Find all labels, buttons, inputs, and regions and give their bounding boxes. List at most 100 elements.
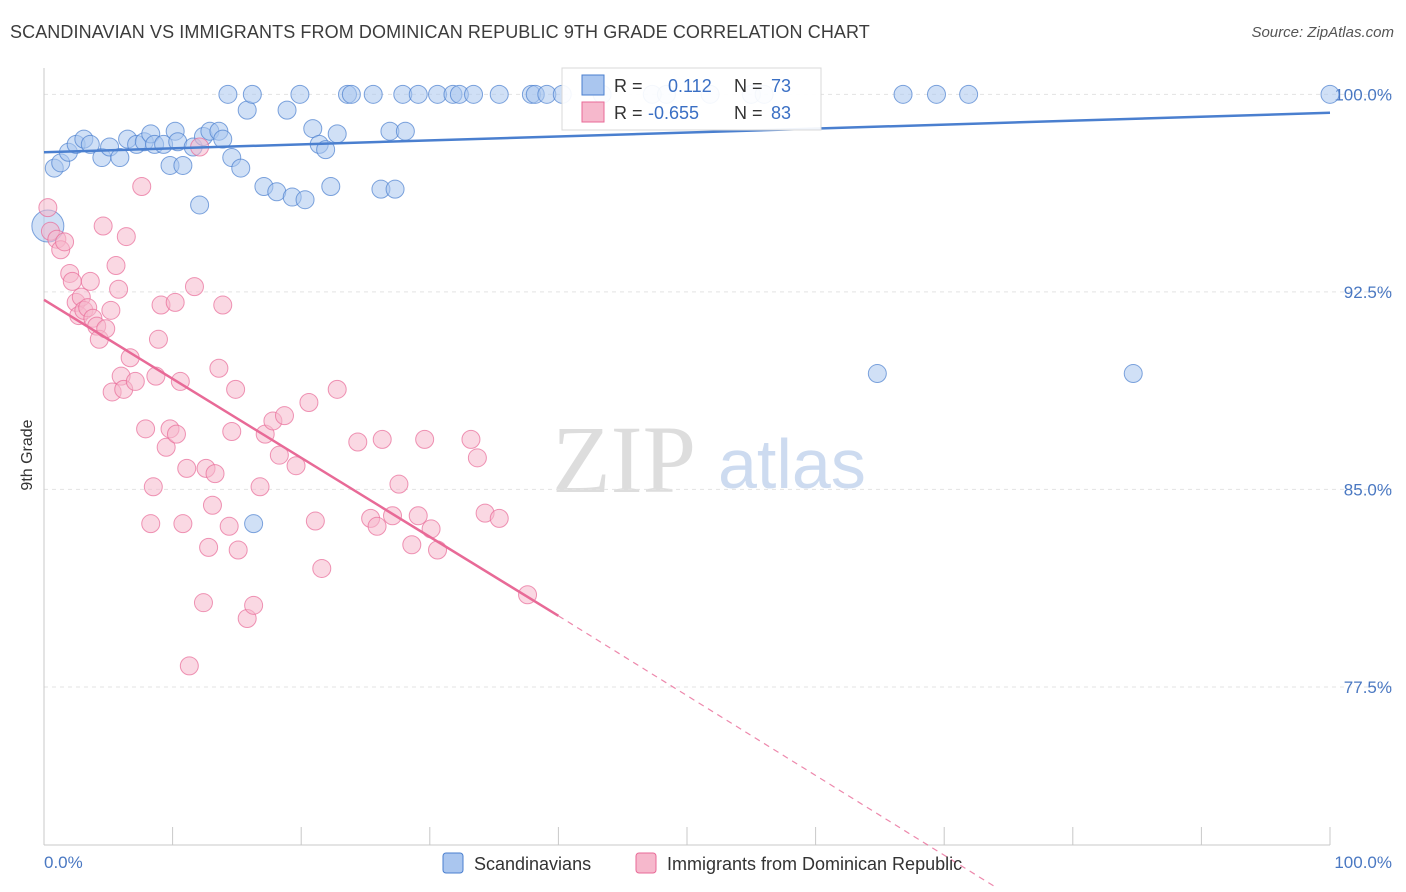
legend-label-scandinavians: Scandinavians: [474, 854, 591, 874]
point-dominican: [177, 458, 197, 478]
point-dominican: [205, 464, 225, 484]
legend-swatch-dominican: [635, 852, 657, 874]
point-scandinavian: [290, 84, 310, 104]
point-dominican: [166, 424, 186, 444]
trend-lines: [43, 111, 1331, 888]
y-tick-labels: 100.0% 92.5% 85.0% 77.5%: [1334, 85, 1392, 697]
point-dominican: [228, 540, 248, 560]
watermark-zip: ZIP: [552, 406, 696, 513]
x-ticks: [43, 827, 1331, 845]
trend-line-scandinavian: [43, 111, 1331, 154]
point-dominican: [389, 474, 409, 494]
point-scandinavian: [959, 84, 979, 104]
point-dominican: [193, 593, 213, 613]
watermark: ZIP atlas: [552, 406, 866, 513]
point-dominican: [173, 514, 193, 534]
point-dominican: [408, 506, 428, 526]
y-tick-label: 77.5%: [1344, 678, 1392, 697]
point-dominican: [226, 379, 246, 399]
y-axis-title: 9th Grade: [19, 419, 36, 490]
point-dominican: [109, 279, 129, 299]
stats-r-value-2: -0.655: [648, 103, 699, 123]
point-scandinavian: [213, 129, 233, 149]
stats-swatch-blue: [581, 74, 605, 96]
point-dominican: [125, 371, 145, 391]
point-scandinavian: [277, 100, 297, 120]
point-scandinavian: [110, 148, 130, 168]
point-dominican: [143, 477, 163, 497]
point-scandinavian: [316, 140, 336, 160]
point-dominican: [184, 277, 204, 297]
bottom-legend: Scandinavians Immigrants from Dominican …: [442, 852, 962, 874]
point-dominican: [219, 516, 239, 536]
point-scandinavian: [363, 84, 383, 104]
stats-n-value-2: 83: [771, 103, 791, 123]
legend-label-dominican: Immigrants from Dominican Republic: [667, 854, 962, 874]
stats-r-label-1: R =: [614, 76, 643, 96]
stats-r-label-2: R =: [614, 103, 643, 123]
point-scandinavian: [190, 195, 210, 215]
point-dominican: [213, 295, 233, 315]
point-scandinavian: [1123, 364, 1143, 384]
point-scandinavian: [303, 119, 323, 139]
point-dominican: [106, 256, 126, 276]
point-dominican: [244, 595, 264, 615]
point-scandinavian: [385, 179, 405, 199]
x-tick-label-max: 100.0%: [1334, 853, 1392, 872]
stats-n-value-1: 73: [771, 76, 791, 96]
point-dominican: [312, 558, 332, 578]
point-scandinavian: [893, 84, 913, 104]
point-dominican: [55, 232, 75, 252]
trend-line-dominican-extrapolated: [558, 615, 996, 888]
stats-n-label-2: N =: [734, 103, 763, 123]
point-dominican: [421, 519, 441, 539]
point-dominican: [372, 429, 392, 449]
point-scandinavian: [80, 134, 100, 154]
point-scandinavian: [231, 158, 251, 178]
point-scandinavian: [321, 177, 341, 197]
point-dominican: [467, 448, 487, 468]
point-scandinavian: [1320, 84, 1340, 104]
point-dominican: [286, 456, 306, 476]
stats-legend: R = 0.112 N = 73 R = -0.655 N = 83: [561, 67, 822, 131]
point-dominican: [250, 477, 270, 497]
point-dominican: [209, 358, 229, 378]
point-scandinavian: [242, 84, 262, 104]
legend-swatch-scandinavians: [442, 852, 464, 874]
point-scandinavian: [341, 84, 361, 104]
point-dominican: [165, 292, 185, 312]
stats-n-label-1: N =: [734, 76, 763, 96]
point-scandinavian: [489, 84, 509, 104]
chart-title: SCANDINAVIAN VS IMMIGRANTS FROM DOMINICA…: [10, 22, 870, 42]
point-dominican: [116, 227, 136, 247]
point-dominican: [202, 495, 222, 515]
point-dominican: [305, 511, 325, 531]
point-dominican: [132, 177, 152, 197]
point-dominican: [348, 432, 368, 452]
point-scandinavian: [295, 190, 315, 210]
point-dominican: [415, 429, 435, 449]
point-dominican: [179, 656, 199, 676]
stats-legend-box: [561, 67, 822, 131]
point-dominican: [402, 535, 422, 555]
point-dominican: [156, 437, 176, 457]
point-scandinavian: [408, 84, 428, 104]
point-dominican: [299, 393, 319, 413]
y-tick-label: 85.0%: [1344, 480, 1392, 499]
point-dominican: [367, 516, 387, 536]
trend-line-dominican: [43, 298, 560, 617]
point-scandinavian: [926, 84, 946, 104]
point-dominican: [62, 271, 82, 291]
point-dominican: [274, 406, 294, 426]
point-dominican: [269, 445, 289, 465]
point-dominican: [222, 421, 242, 441]
point-dominican: [148, 329, 168, 349]
watermark-atlas: atlas: [718, 425, 866, 503]
point-dominican: [327, 379, 347, 399]
x-tick-label-min: 0.0%: [44, 853, 83, 872]
gridlines: [44, 93, 1392, 688]
point-dominican: [136, 419, 156, 439]
point-scandinavian: [173, 155, 193, 175]
point-scandinavian: [218, 84, 238, 104]
